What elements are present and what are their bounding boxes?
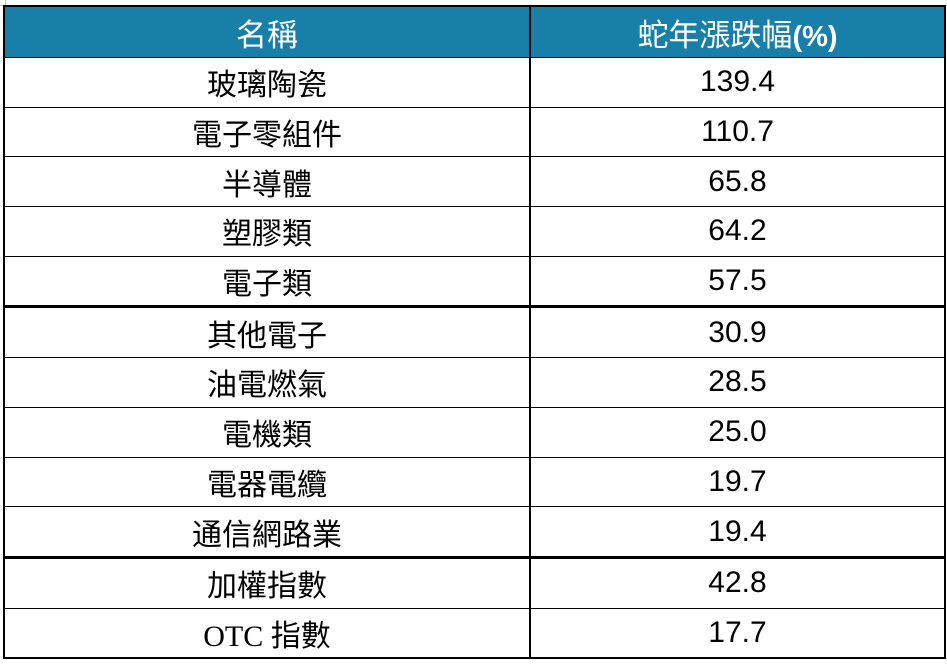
table-row: 加權指數 42.8 [3, 556, 946, 609]
sector-name-cell: 通信網路業 [3, 506, 531, 559]
table-row: 電機類 25.0 [3, 406, 946, 458]
table-row: 電子零組件 110.7 [3, 106, 946, 158]
sector-performance-table: 名稱 蛇年漲跌幅(%) 玻璃陶瓷 139.4 電子零組件 110.7 半導體 65.8 塑膠… [3, 5, 946, 660]
change-value-cell: 65.8 [529, 156, 946, 208]
table-row: 玻璃陶瓷 139.4 [3, 57, 946, 108]
table-row: 電子類 57.5 [3, 255, 946, 309]
table-header-row: 名稱 蛇年漲跌幅(%) [3, 5, 946, 58]
table-row: 半導體 65.8 [3, 156, 946, 208]
change-value-cell: 57.5 [529, 255, 946, 309]
table-row: 油電燃氣 28.5 [3, 357, 946, 408]
column-header-change-label: 蛇年漲跌幅 [637, 17, 793, 53]
table-body: 玻璃陶瓷 139.4 電子零組件 110.7 半導體 65.8 塑膠類 64.2 電子類 57.5… [3, 57, 946, 659]
change-value-cell: 110.7 [529, 106, 946, 158]
change-value-cell: 64.2 [529, 206, 946, 257]
table-row: 電器電纜 19.7 [3, 456, 946, 508]
sector-name-cell: 加權指數 [3, 556, 531, 609]
column-header-change-suffix: (%) [792, 20, 838, 53]
table-row: 其他電子 30.9 [3, 306, 946, 359]
sector-name-cell: 電子類 [3, 255, 531, 309]
sector-name-cell: 玻璃陶瓷 [3, 57, 531, 108]
table-row: OTC 指數 17.7 [3, 607, 946, 659]
sector-name-cell: 電子零組件 [3, 106, 531, 158]
sector-name-cell: 塑膠類 [3, 206, 531, 257]
table-row: 通信網路業 19.4 [3, 506, 946, 559]
change-value-cell: 30.9 [529, 306, 946, 359]
change-value-cell: 19.7 [529, 456, 946, 508]
change-value-cell: 28.5 [529, 357, 946, 408]
sector-name-cell: 半導體 [3, 156, 531, 208]
table-row: 塑膠類 64.2 [3, 206, 946, 257]
change-value-cell: 17.7 [529, 607, 946, 659]
column-header-name-label: 名稱 [236, 17, 298, 53]
change-value-cell: 19.4 [529, 506, 946, 559]
change-value-cell: 139.4 [529, 57, 946, 108]
sector-name-cell: 電器電纜 [3, 456, 531, 508]
sector-name-cell: 其他電子 [3, 306, 531, 359]
sector-name-cell: 油電燃氣 [3, 357, 531, 408]
column-header-name: 名稱 [3, 5, 531, 58]
change-value-cell: 42.8 [529, 556, 946, 609]
column-header-change: 蛇年漲跌幅(%) [529, 5, 946, 58]
sector-name-cell: 電機類 [3, 406, 531, 458]
sector-name-cell: OTC 指數 [3, 607, 531, 659]
change-value-cell: 25.0 [529, 406, 946, 458]
